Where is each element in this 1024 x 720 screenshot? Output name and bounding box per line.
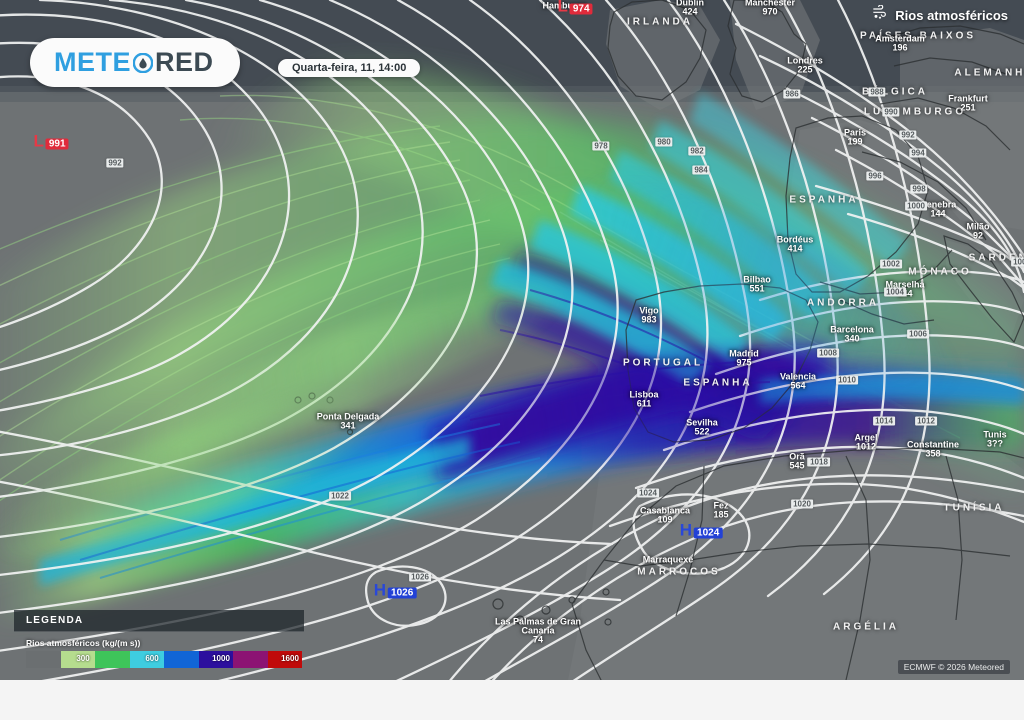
date-chip[interactable]: Quarta-feira, 11, 14:00 xyxy=(277,59,421,77)
brand-block: METE RED Quarta-feira, 11, 14:00 xyxy=(30,38,421,87)
coastlines xyxy=(294,0,1024,720)
legend-body: Rios atmosféricos (kg/(m s)) 300 600 1000 1… xyxy=(14,632,304,668)
logo-text-right: RED xyxy=(155,47,214,77)
legend-color-scale: 300 600 1000 1600 xyxy=(26,651,302,668)
logo-text-left: METE xyxy=(54,47,132,77)
legend-swatch xyxy=(198,651,233,668)
legend-swatch xyxy=(95,651,130,668)
legend-tick: 600 xyxy=(145,654,159,663)
legend-panel: LEGENDA Rios atmosféricos (kg/(m s)) 300… xyxy=(14,610,304,668)
water-drop-icon xyxy=(132,52,154,73)
legend-swatch xyxy=(60,651,95,668)
meteored-logo[interactable]: METE RED xyxy=(30,38,240,87)
credit-label: ECMWF © 2026 Meteored xyxy=(897,660,1010,674)
legend-title: Rios atmosféricos (kg/(m s)) xyxy=(26,638,141,648)
legend-swatch xyxy=(129,651,164,668)
legend-heading: LEGENDA xyxy=(14,610,304,632)
legend-tick: 1000 xyxy=(212,654,230,663)
ar-streaks xyxy=(0,94,961,502)
legend-swatch xyxy=(26,651,61,668)
bottom-bar xyxy=(0,680,1024,720)
legend-swatch xyxy=(164,651,199,668)
legend-tick: 1600 xyxy=(281,654,299,663)
atmospheric-river-icon xyxy=(872,3,888,26)
topbar-title: Rios atmosféricos xyxy=(895,7,1008,23)
topbar: Rios atmosféricos xyxy=(858,0,1024,30)
legend-swatch xyxy=(233,651,268,668)
legend-tick: 300 xyxy=(76,654,90,663)
legend-swatch xyxy=(267,651,302,668)
